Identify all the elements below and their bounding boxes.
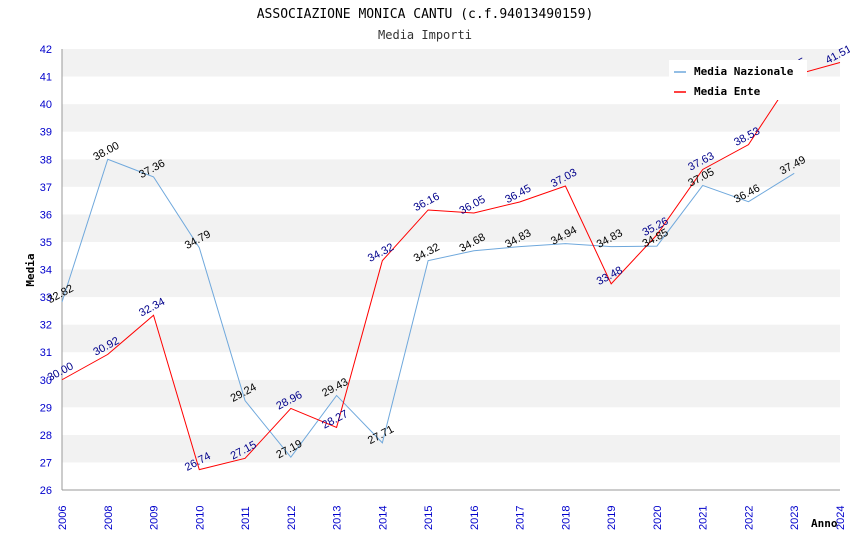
x-tick-labels: 2006 2008 2009 2010 2011 2012 2013 2014 2015 2016… bbox=[57, 506, 847, 530]
y-tick-label: 28 bbox=[40, 430, 52, 442]
legend-background bbox=[669, 60, 807, 100]
x-tick-label: 2018 bbox=[560, 506, 572, 530]
x-tick-label: 2017 bbox=[515, 506, 527, 530]
grid-band bbox=[62, 214, 840, 242]
grid-band bbox=[62, 297, 840, 325]
chart-title: ASSOCIAZIONE MONICA CANTU (c.f.940134901… bbox=[257, 7, 594, 22]
y-axis-label: Media bbox=[24, 253, 37, 286]
y-tick-label: 36 bbox=[40, 209, 52, 221]
grid-band bbox=[62, 186, 840, 215]
x-tick-label: 2009 bbox=[149, 506, 161, 530]
x-tick-label: 2021 bbox=[698, 506, 710, 530]
legend-label-ente: Media Ente bbox=[694, 85, 761, 98]
y-tick-label: 42 bbox=[40, 44, 52, 56]
grid-band bbox=[62, 379, 840, 408]
grid-band bbox=[62, 352, 840, 380]
y-tick-label: 34 bbox=[40, 265, 52, 277]
axes bbox=[61, 49, 840, 491]
y-tick-label: 27 bbox=[40, 457, 52, 469]
grid-bands bbox=[62, 49, 840, 490]
x-tick-label: 2016 bbox=[469, 506, 481, 530]
legend-label-nazionale: Media Nazionale bbox=[694, 65, 794, 78]
x-tick-label: 2022 bbox=[743, 506, 755, 530]
y-tick-label: 35 bbox=[40, 237, 52, 249]
x-tick-label: 2023 bbox=[789, 506, 801, 530]
x-tick-label: 2019 bbox=[606, 506, 618, 530]
x-tick-label: 2008 bbox=[103, 506, 115, 530]
grid-band bbox=[62, 104, 840, 132]
y-tick-label: 38 bbox=[40, 154, 52, 166]
x-tick-label: 2024 bbox=[835, 506, 847, 530]
grid-band bbox=[62, 407, 840, 435]
y-tick-label: 39 bbox=[40, 127, 52, 139]
chart-subtitle: Media Importi bbox=[378, 28, 472, 42]
y-tick-label: 31 bbox=[40, 347, 52, 359]
grid-band bbox=[62, 131, 840, 160]
y-tick-label: 32 bbox=[40, 320, 52, 332]
y-tick-label: 26 bbox=[40, 485, 52, 497]
x-tick-label: 2013 bbox=[332, 506, 344, 530]
series-lines bbox=[61, 62, 841, 471]
x-axis-label: Anno bbox=[811, 517, 838, 530]
grid-band bbox=[62, 324, 840, 353]
y-tick-label: 41 bbox=[40, 72, 52, 84]
series-line-0 bbox=[61, 158, 795, 459]
y-tick-label: 37 bbox=[40, 182, 52, 194]
y-tick-label: 33 bbox=[40, 292, 52, 304]
grid-band bbox=[62, 159, 840, 187]
y-tick-label: 29 bbox=[40, 402, 52, 414]
x-tick-label: 2011 bbox=[240, 506, 252, 530]
grid-band bbox=[62, 462, 840, 490]
y-tick-label: 30 bbox=[40, 375, 52, 387]
y-tick-labels: 26 27 28 29 30 31 32 33 34 35 36 37 38 39 40 41 42 bbox=[40, 44, 52, 497]
x-tick-label: 2012 bbox=[286, 506, 298, 530]
x-tick-label: 2006 bbox=[57, 506, 69, 530]
y-tick-label: 40 bbox=[40, 99, 52, 111]
x-tick-label: 2010 bbox=[194, 506, 206, 530]
grid-band bbox=[62, 269, 840, 298]
x-tick-label: 2015 bbox=[423, 506, 435, 530]
grid-band bbox=[62, 434, 840, 463]
series-line-1 bbox=[61, 62, 841, 471]
x-tick-label: 2020 bbox=[652, 506, 664, 530]
legend: Media Nazionale Media Ente bbox=[669, 60, 807, 100]
x-tick-label: 2014 bbox=[377, 506, 389, 530]
